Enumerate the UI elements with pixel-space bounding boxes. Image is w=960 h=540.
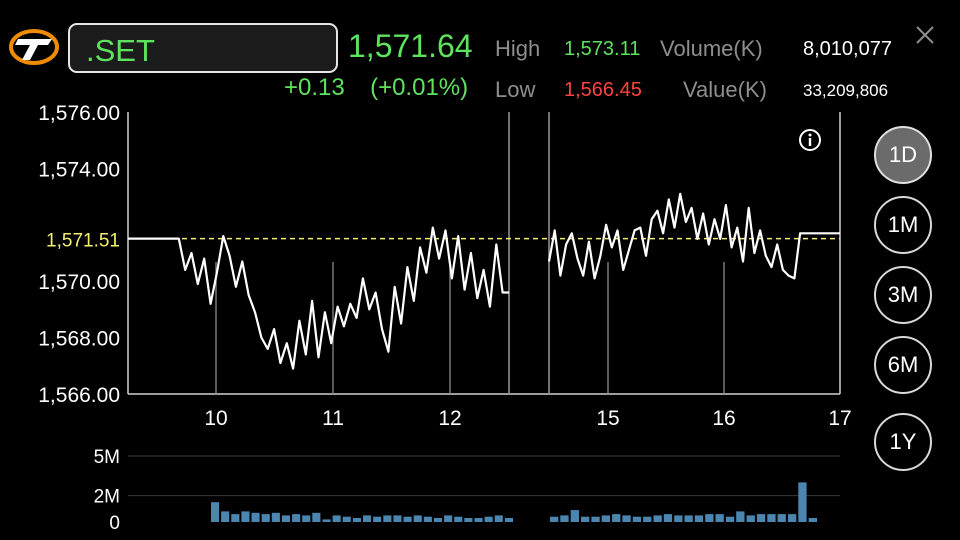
volume-label: Volume(K) — [660, 36, 763, 61]
close-icon[interactable] — [912, 22, 938, 48]
timeframe-3m-button[interactable]: 3M — [874, 266, 932, 324]
volume-bar — [312, 512, 321, 522]
value-value: 33,209,806 — [803, 81, 889, 100]
volume-bar — [211, 502, 220, 522]
last-price: 1,571.64 — [348, 28, 473, 64]
price-line-afternoon — [547, 192, 840, 280]
symbol-search-input[interactable]: .SET — [68, 23, 338, 73]
volume-bar — [746, 515, 755, 522]
volume-tick-label: 0 — [109, 513, 120, 534]
symbol-text: .SET — [86, 33, 155, 68]
price-line-morning — [128, 226, 509, 370]
x-tick-label: 15 — [596, 407, 619, 430]
price-change: +0.13 (+0.01%) — [284, 74, 468, 102]
volume-bar — [808, 518, 817, 522]
volume-bar — [423, 516, 432, 522]
volume-bar — [393, 515, 402, 522]
volume-bar — [777, 514, 786, 522]
volume-bar — [736, 511, 745, 522]
volume-bar — [581, 516, 590, 522]
high-value: 1,573.11 — [564, 38, 641, 60]
volume-bar — [383, 515, 392, 522]
volume-bar — [663, 514, 673, 522]
volume-bar — [474, 518, 483, 522]
low-value: 1,566.45 — [564, 79, 642, 101]
timeframe-1m-button[interactable]: 1M — [874, 196, 932, 254]
volume-value: 8,010,077 — [803, 38, 892, 60]
volume-bar — [756, 514, 766, 522]
volume-bar — [612, 514, 621, 522]
settrade-logo[interactable] — [8, 27, 60, 67]
volume-bar — [504, 518, 513, 522]
volume-bar — [550, 516, 559, 522]
volume-bar — [403, 516, 412, 522]
volume-bar — [352, 518, 361, 522]
volume-bar — [494, 515, 503, 522]
volume-bar — [322, 519, 331, 522]
volume-bar — [591, 516, 600, 522]
volume-bar — [705, 514, 714, 522]
x-tick-label: 16 — [712, 407, 735, 430]
volume-bar — [464, 518, 473, 522]
volume-bar — [332, 515, 341, 522]
volume-bar — [281, 515, 290, 522]
volume-bar — [632, 516, 642, 522]
y-tick-label: 1,566.00 — [38, 384, 120, 407]
volume-bar — [373, 516, 382, 522]
volume-bar — [261, 514, 270, 522]
x-tick-label: 11 — [322, 407, 344, 430]
y-tick-label: 1,576.00 — [38, 102, 120, 125]
volume-bar — [302, 515, 311, 522]
volume-bar — [601, 515, 610, 522]
volume-bar — [560, 515, 569, 522]
reference-label: 1,571.51 — [46, 231, 120, 252]
volume-bar — [694, 515, 704, 522]
x-tick-label: 17 — [828, 407, 851, 430]
volume-bar — [653, 515, 662, 522]
x-tick-label: 10 — [204, 407, 227, 430]
x-tick-label: 12 — [438, 407, 461, 430]
volume-bar — [674, 515, 683, 522]
volume-bar — [643, 516, 652, 522]
volume-bar — [715, 514, 724, 522]
info-icon[interactable] — [798, 128, 822, 152]
volume-tick-label: 5M — [94, 447, 120, 468]
y-tick-label: 1,570.00 — [38, 271, 120, 294]
volume-bar — [342, 516, 351, 522]
change-value: +0.13 — [284, 74, 345, 101]
volume-bar — [798, 482, 807, 522]
y-tick-label: 1,568.00 — [38, 328, 120, 351]
volume-bar — [454, 516, 463, 522]
volume-bar — [767, 514, 776, 522]
volume-bar — [413, 515, 422, 522]
volume-bar — [292, 514, 301, 522]
volume-bar — [231, 514, 240, 522]
volume-bar — [622, 515, 631, 522]
volume-bar — [570, 510, 579, 522]
volume-tick-label: 2M — [94, 487, 120, 508]
volume-bar — [484, 516, 493, 522]
volume-bar — [725, 516, 735, 522]
volume-bar — [363, 515, 372, 522]
y-tick-label: 1,574.00 — [38, 158, 120, 181]
volume-bar — [684, 515, 693, 522]
value-label: Value(K) — [683, 77, 767, 102]
change-percent: (+0.01%) — [370, 74, 469, 101]
volume-bar — [788, 514, 797, 522]
volume-bar — [444, 515, 453, 522]
volume-bar — [271, 512, 280, 522]
volume-bar — [433, 518, 442, 522]
high-label: High — [495, 36, 541, 61]
volume-bar — [251, 512, 260, 522]
timeframe-6m-button[interactable]: 6M — [874, 336, 932, 394]
low-label: Low — [495, 77, 536, 102]
volume-bar — [241, 511, 250, 522]
volume-bar — [221, 511, 230, 522]
timeframe-1d-button[interactable]: 1D — [874, 126, 932, 184]
timeframe-1y-button[interactable]: 1Y — [874, 413, 932, 471]
